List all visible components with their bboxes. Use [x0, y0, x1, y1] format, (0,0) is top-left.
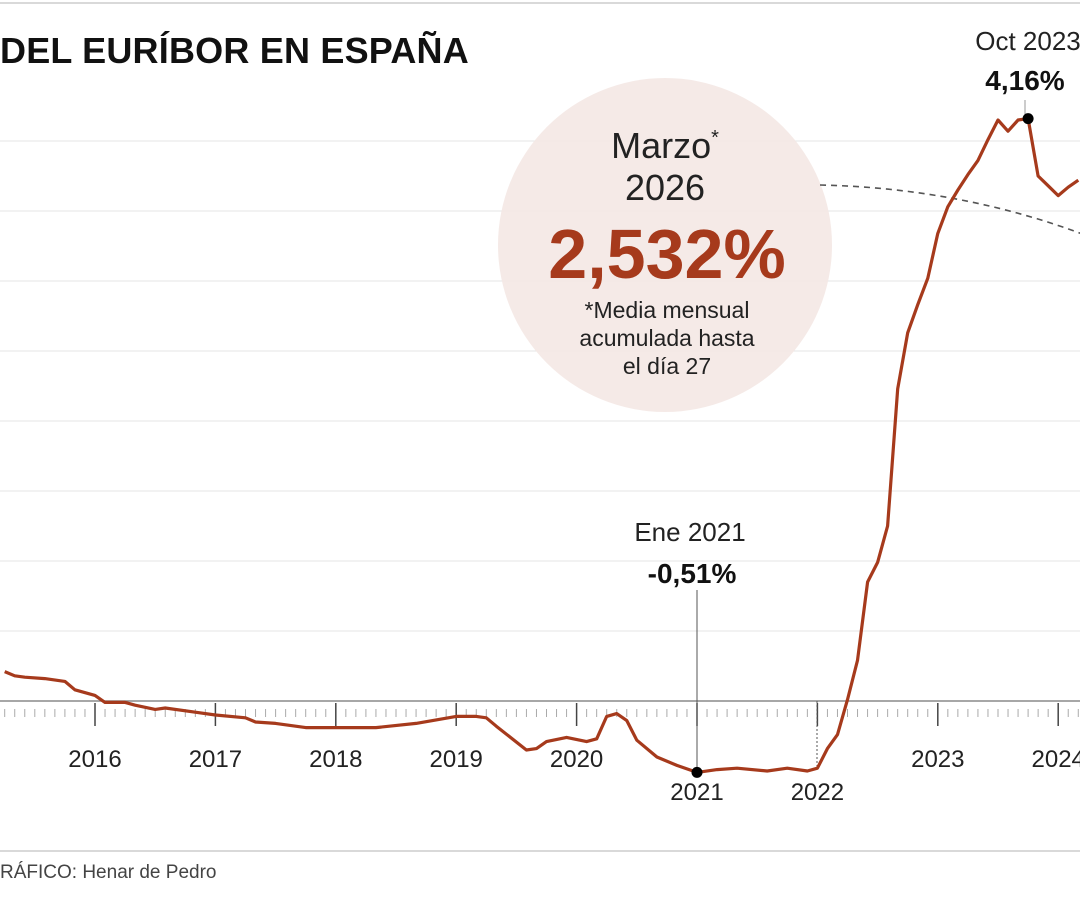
- dashed-connector: [819, 184, 1080, 235]
- annotation-oct2023-date: Oct 2023: [975, 26, 1080, 56]
- x-axis: 5201620172018201920202021202220232024: [4, 703, 1080, 806]
- annotation-point: [1022, 113, 1034, 125]
- top-border: [0, 2, 1080, 4]
- footer-separator: [0, 850, 1080, 852]
- highlight-value: 2,532%: [548, 215, 785, 293]
- highlight-month: Marzo*: [611, 125, 719, 166]
- x-tick-label: 2016: [68, 746, 121, 773]
- credit: RÁFICO: Henar de Pedro: [0, 862, 217, 883]
- annotation-ene2021-value: -0,51%: [648, 558, 737, 589]
- x-tick-label: 2024: [1032, 746, 1080, 773]
- annotation-ene2021-date: Ene 2021: [634, 517, 745, 547]
- euribor-line: [4, 117, 1080, 774]
- highlight-note-3: el día 27: [623, 353, 711, 379]
- x-tick-label: 2023: [911, 746, 964, 773]
- highlight-note-2: acumulada hasta: [579, 325, 754, 351]
- chart-title: DEL EURÍBOR EN ESPAÑA: [0, 30, 469, 71]
- highlight-note-1: *Media mensual: [585, 297, 750, 323]
- x-tick-label: 2018: [309, 746, 362, 773]
- x-tick-label: 2022: [791, 779, 844, 806]
- highlight-year: 2026: [625, 167, 705, 208]
- x-tick-label: 2020: [550, 746, 603, 773]
- x-tick-label: 2019: [430, 746, 483, 773]
- highlight-circle: [498, 78, 832, 412]
- annotation-oct2023-value: 4,16%: [985, 65, 1064, 96]
- x-tick-label: 2021: [670, 779, 723, 806]
- x-tick-label: 2017: [189, 746, 242, 773]
- annotation-point: [691, 766, 703, 778]
